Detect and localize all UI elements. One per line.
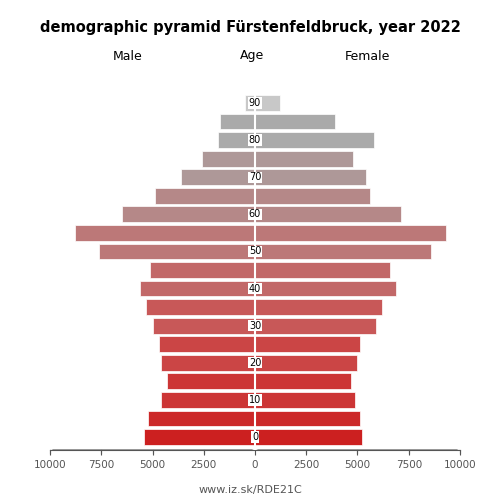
- Bar: [255, 114, 335, 130]
- Bar: [255, 429, 362, 445]
- Bar: [255, 280, 396, 296]
- Bar: [152, 318, 255, 334]
- Bar: [99, 244, 255, 260]
- Bar: [144, 429, 255, 445]
- Bar: [255, 410, 360, 426]
- Text: 40: 40: [249, 284, 261, 294]
- Bar: [160, 355, 255, 370]
- Bar: [255, 206, 400, 222]
- Text: demographic pyramid Fürstenfeldbruck, year 2022: demographic pyramid Fürstenfeldbruck, ye…: [40, 20, 461, 35]
- Bar: [154, 188, 255, 204]
- Bar: [255, 225, 446, 241]
- Text: 50: 50: [249, 246, 261, 256]
- Bar: [218, 132, 255, 148]
- Text: 0: 0: [252, 432, 258, 442]
- Bar: [148, 410, 255, 426]
- Bar: [146, 299, 255, 315]
- Text: Age: Age: [240, 50, 264, 62]
- Bar: [150, 262, 255, 278]
- Bar: [255, 299, 382, 315]
- Bar: [160, 392, 255, 408]
- Bar: [220, 114, 255, 130]
- Text: Female: Female: [345, 50, 390, 62]
- Text: 90: 90: [249, 98, 261, 108]
- Bar: [74, 225, 255, 241]
- Text: 30: 30: [249, 320, 261, 330]
- Text: www.iz.sk/RDE21C: www.iz.sk/RDE21C: [198, 485, 302, 495]
- Bar: [255, 318, 376, 334]
- Bar: [244, 95, 255, 111]
- Bar: [255, 355, 358, 370]
- Bar: [255, 170, 366, 185]
- Bar: [122, 206, 255, 222]
- Bar: [158, 336, 255, 352]
- Bar: [255, 374, 352, 389]
- Bar: [140, 280, 255, 296]
- Bar: [202, 151, 255, 166]
- Bar: [255, 336, 360, 352]
- Bar: [255, 188, 370, 204]
- Bar: [255, 244, 432, 260]
- Text: 80: 80: [249, 135, 261, 145]
- Bar: [255, 392, 356, 408]
- Text: 10: 10: [249, 395, 261, 405]
- Bar: [181, 170, 255, 185]
- Bar: [255, 151, 354, 166]
- Bar: [255, 132, 374, 148]
- Text: Male: Male: [112, 50, 142, 62]
- Text: 70: 70: [249, 172, 261, 182]
- Bar: [167, 374, 255, 389]
- Bar: [255, 95, 280, 111]
- Bar: [255, 262, 390, 278]
- Text: 20: 20: [249, 358, 261, 368]
- Text: 60: 60: [249, 210, 261, 220]
